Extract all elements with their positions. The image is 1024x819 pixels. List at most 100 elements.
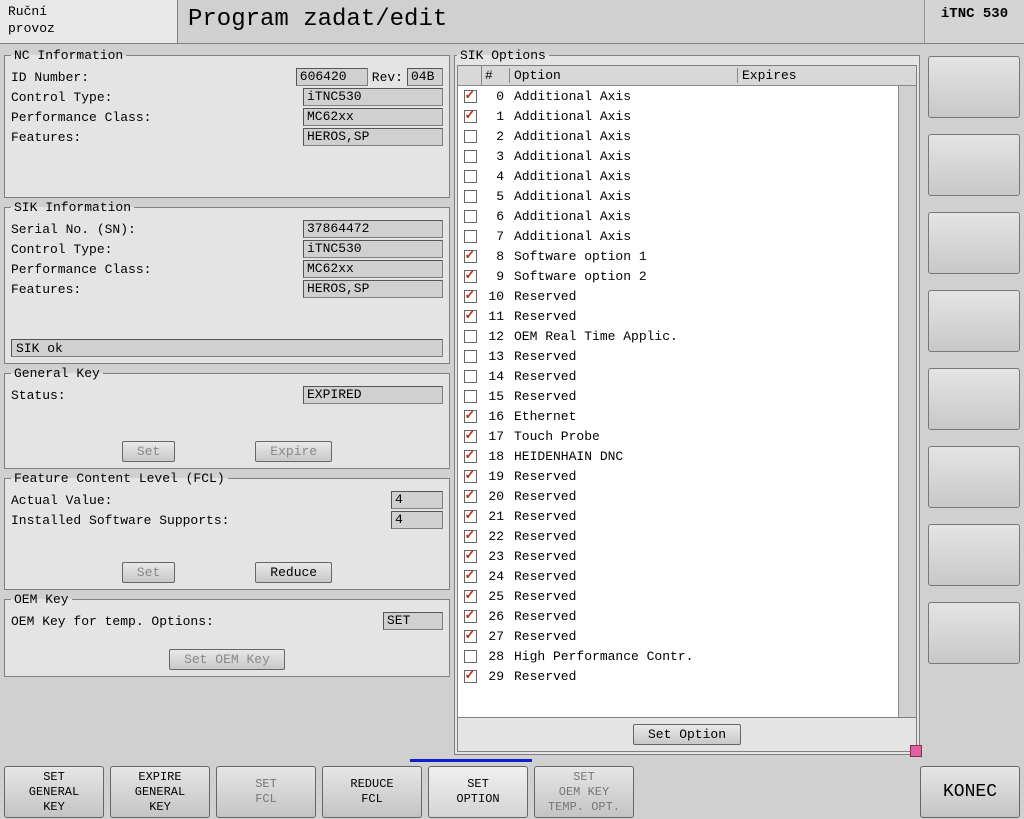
checkbox-icon[interactable] (464, 250, 477, 263)
checkbox-icon[interactable] (464, 570, 477, 583)
checkbox-icon[interactable] (464, 190, 477, 203)
checkbox-icon[interactable] (464, 490, 477, 503)
table-row[interactable]: 11Reserved (458, 306, 916, 326)
sik-features-value: HEROS,SP (303, 280, 443, 298)
table-row[interactable]: 13Reserved (458, 346, 916, 366)
table-row[interactable]: 17Touch Probe (458, 426, 916, 446)
table-row[interactable]: 5Additional Axis (458, 186, 916, 206)
side-button-2[interactable] (928, 134, 1020, 196)
general-key-set-button[interactable]: Set (122, 441, 175, 462)
checkbox-icon[interactable] (464, 590, 477, 603)
checkbox-icon[interactable] (464, 470, 477, 483)
table-row[interactable]: 24Reserved (458, 566, 916, 586)
checkbox-icon[interactable] (464, 410, 477, 423)
table-row[interactable]: 19Reserved (458, 466, 916, 486)
checkbox-icon[interactable] (464, 390, 477, 403)
general-key-group: General Key Status: EXPIRED Set Expire (4, 366, 450, 469)
table-row[interactable]: 3Additional Axis (458, 146, 916, 166)
table-row[interactable]: 8Software option 1 (458, 246, 916, 266)
scrollbar[interactable] (898, 86, 916, 717)
table-row[interactable]: 9Software option 2 (458, 266, 916, 286)
table-row[interactable]: 27Reserved (458, 626, 916, 646)
table-row[interactable]: 4Additional Axis (458, 166, 916, 186)
row-number: 19 (482, 469, 510, 484)
checkbox-icon[interactable] (464, 530, 477, 543)
side-button-7[interactable] (928, 524, 1020, 586)
softkey-konec[interactable]: KONEC (920, 766, 1020, 818)
softkey-set-fcl[interactable]: SETFCL (216, 766, 316, 818)
side-button-1[interactable] (928, 56, 1020, 118)
row-number: 7 (482, 229, 510, 244)
checkbox-icon[interactable] (464, 370, 477, 383)
row-number: 17 (482, 429, 510, 444)
fcl-reduce-button[interactable]: Reduce (255, 562, 332, 583)
table-row[interactable]: 15Reserved (458, 386, 916, 406)
table-row[interactable]: 14Reserved (458, 366, 916, 386)
general-key-expire-button[interactable]: Expire (255, 441, 332, 462)
fcl-set-button[interactable]: Set (122, 562, 175, 583)
checkbox-icon[interactable] (464, 650, 477, 663)
checkbox-icon[interactable] (464, 430, 477, 443)
side-button-6[interactable] (928, 446, 1020, 508)
checkbox-icon[interactable] (464, 90, 477, 103)
mode-line-1: Ruční (8, 4, 169, 21)
table-row[interactable]: 7Additional Axis (458, 226, 916, 246)
set-oem-key-button[interactable]: Set OEM Key (169, 649, 285, 670)
row-option: Additional Axis (510, 129, 756, 144)
side-button-3[interactable] (928, 212, 1020, 274)
side-button-8[interactable] (928, 602, 1020, 664)
table-row[interactable]: 2Additional Axis (458, 126, 916, 146)
table-row[interactable]: 23Reserved (458, 546, 916, 566)
table-row[interactable]: 1Additional Axis (458, 106, 916, 126)
softkey-set-option[interactable]: SETOPTION (428, 766, 528, 818)
general-key-status-label: Status: (11, 388, 303, 403)
table-row[interactable]: 0Additional Axis (458, 86, 916, 106)
checkbox-icon[interactable] (464, 330, 477, 343)
checkbox-icon[interactable] (464, 130, 477, 143)
table-row[interactable]: 21Reserved (458, 506, 916, 526)
table-row[interactable]: 16Ethernet (458, 406, 916, 426)
fcl-legend: Feature Content Level (FCL) (11, 471, 228, 486)
checkbox-icon[interactable] (464, 350, 477, 363)
table-row[interactable]: 29Reserved (458, 666, 916, 686)
softkey-expire-general-key[interactable]: EXPIREGENERALKEY (110, 766, 210, 818)
table-row[interactable]: 12OEM Real Time Applic. (458, 326, 916, 346)
softkey-set-oem-key[interactable]: SETOEM KEYTEMP. OPT. (534, 766, 634, 818)
checkbox-icon[interactable] (464, 630, 477, 643)
checkbox-icon[interactable] (464, 450, 477, 463)
checkbox-icon[interactable] (464, 270, 477, 283)
table-body[interactable]: 0Additional Axis1Additional Axis2Additio… (458, 86, 916, 717)
checkbox-icon[interactable] (464, 550, 477, 563)
softkey-set-general-key[interactable]: SETGENERALKEY (4, 766, 104, 818)
side-button-5[interactable] (928, 368, 1020, 430)
softkey-reduce-fcl[interactable]: REDUCEFCL (322, 766, 422, 818)
checkbox-icon[interactable] (464, 670, 477, 683)
table-row[interactable]: 18HEIDENHAIN DNC (458, 446, 916, 466)
nc-perf-class-label: Performance Class: (11, 110, 303, 125)
sik-options-group: SIK Options # Option Expires 0Additional… (454, 48, 920, 755)
checkbox-icon[interactable] (464, 510, 477, 523)
table-row[interactable]: 22Reserved (458, 526, 916, 546)
table-row[interactable]: 26Reserved (458, 606, 916, 626)
table-row[interactable]: 25Reserved (458, 586, 916, 606)
side-button-4[interactable] (928, 290, 1020, 352)
row-number: 28 (482, 649, 510, 664)
checkbox-icon[interactable] (464, 610, 477, 623)
sik-serial-label: Serial No. (SN): (11, 222, 303, 237)
softkey-spacer (640, 766, 740, 818)
checkbox-icon[interactable] (464, 150, 477, 163)
table-row[interactable]: 20Reserved (458, 486, 916, 506)
row-option: High Performance Contr. (510, 649, 756, 664)
checkbox-icon[interactable] (464, 230, 477, 243)
table-row[interactable]: 10Reserved (458, 286, 916, 306)
row-number: 0 (482, 89, 510, 104)
table-row[interactable]: 28High Performance Contr. (458, 646, 916, 666)
checkbox-icon[interactable] (464, 110, 477, 123)
set-option-button[interactable]: Set Option (633, 724, 741, 745)
nc-control-type-label: Control Type: (11, 90, 303, 105)
checkbox-icon[interactable] (464, 210, 477, 223)
table-row[interactable]: 6Additional Axis (458, 206, 916, 226)
checkbox-icon[interactable] (464, 170, 477, 183)
checkbox-icon[interactable] (464, 310, 477, 323)
checkbox-icon[interactable] (464, 290, 477, 303)
